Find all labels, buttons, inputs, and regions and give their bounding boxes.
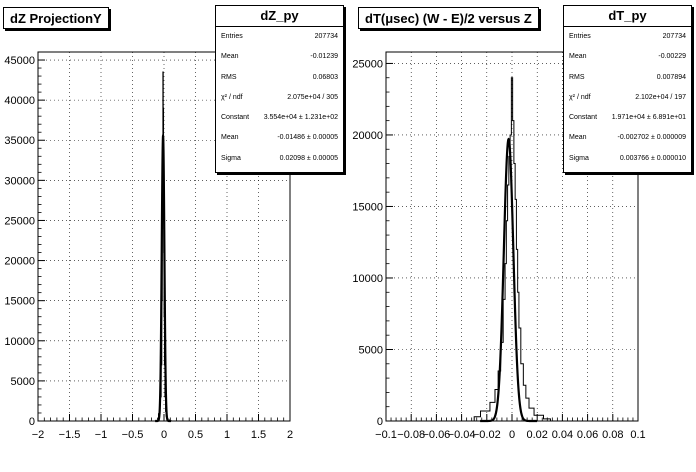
chart-title-left: dZ ProjectionY: [3, 7, 109, 29]
stats-label: Mean: [569, 53, 587, 61]
stats-label: RMS: [569, 73, 585, 81]
stats-row: Sigma 0.02098 ± 0.00005: [216, 149, 343, 169]
y-tick-label: 5000: [11, 376, 35, 388]
y-tick-label: 45000: [4, 55, 35, 67]
stats-title-left: dZ_py: [216, 6, 343, 27]
stats-row: Entries 207734: [216, 27, 343, 47]
pad-left: −2 −1.5 −1 −0.5 0 0.5 1 1.5 2 0 5000 10000 15000 2000…: [3, 5, 344, 441]
stats-label: Mean: [221, 134, 239, 142]
y-tick-label: 35000: [4, 135, 35, 147]
stats-value: -0.002702 ± 0.000009: [617, 134, 686, 142]
stats-row: Sigma 0.003766 ± 0.000010: [564, 149, 691, 169]
stats-row: Entries 207734: [564, 27, 691, 47]
stats-row: RMS 0.007894: [564, 68, 691, 88]
stats-row: Mean -0.002702 ± 0.000009: [564, 128, 691, 148]
stats-label: Mean: [569, 134, 587, 142]
y-tick-label: 15000: [352, 201, 383, 213]
stats-label: Entries: [569, 33, 591, 40]
stats-label: RMS: [221, 73, 237, 81]
stats-box-left: dZ_py Entries 207734 Mean -0.01239 RMS 0.0680…: [215, 5, 344, 173]
stats-value: 2.102e+04 / 197: [635, 93, 686, 101]
stats-value: 207734: [662, 33, 686, 40]
stats-row: Constant 1.971e+04 ± 6.891e+01: [564, 108, 691, 128]
y-tick-label: 0: [377, 416, 383, 428]
x-tick-label: 2: [287, 429, 293, 441]
stats-value: -0.01486 ± 0.00005: [277, 134, 338, 142]
histogram-bars: [473, 77, 551, 421]
x-tick-label: −0.5: [122, 429, 144, 441]
x-tick-label: −0.08: [397, 429, 425, 441]
stats-row: Mean -0.00229: [564, 47, 691, 67]
x-tick-label: −0.06: [422, 429, 450, 441]
stats-row: χ² / ndf 2.075e+04 / 305: [216, 88, 343, 108]
y-tick-label: 20000: [352, 130, 383, 142]
y-tick-label: 10000: [4, 336, 35, 348]
x-tick-label: −0.1: [375, 429, 397, 441]
y-tick-label: 30000: [4, 175, 35, 187]
stats-row: Mean -0.01486 ± 0.00005: [216, 128, 343, 148]
y-tick-label: 25000: [352, 58, 383, 70]
x-tick-label: −1.5: [59, 429, 81, 441]
histogram-left: −2 −1.5 −1 −0.5 0 0.5 1 1.5 2 0 5000 10000 15000 2000…: [4, 51, 293, 441]
x-tick-label: 0.5: [188, 429, 203, 441]
stats-label: Sigma: [221, 154, 241, 162]
stats-value: 1.971e+04 ± 6.891e+01: [611, 114, 686, 122]
stats-row: Mean -0.01239: [216, 47, 343, 67]
y-tick-label: 5000: [359, 344, 383, 356]
histogram-right: −0.1 −0.08−0.06−0.04−0.02 0 0.02 0.04 0.06 0.0…: [352, 51, 646, 441]
x-tick-label: −1: [95, 429, 108, 441]
stats-box-right: dT_py Entries 207734 Mean -0.00229 RMS 0.0078…: [563, 5, 692, 173]
pad-right: −0.1 −0.08 −0.06 −0.04 −0.02 0 0.02 0.04 0.06 0.0…: [348, 0, 696, 472]
stats-value: -0.00229: [658, 53, 686, 61]
x-tick-label: 0.06: [577, 429, 598, 441]
y-tick-label: 0: [29, 416, 35, 428]
stats-row: RMS 0.06803: [216, 68, 343, 88]
stats-label: Sigma: [569, 154, 589, 162]
y-tick-label: 40000: [4, 95, 35, 107]
y-tick-label: 20000: [4, 256, 35, 268]
stats-label: Entries: [221, 33, 243, 40]
chart-title-right: dT(μsec) (W - E)/2 versus Z: [358, 7, 539, 29]
stats-value: 207734: [314, 33, 338, 40]
x-tick-label: 0: [161, 429, 167, 441]
x-tick-label: 0.04: [552, 429, 573, 441]
stats-label: Mean: [221, 53, 239, 61]
stats-title-right: dT_py: [564, 6, 691, 27]
x-tick-label: 0.08: [602, 429, 623, 441]
y-tick-label: 25000: [4, 215, 35, 227]
x-tick-label: 1: [224, 429, 230, 441]
stats-label: Constant: [221, 114, 250, 122]
stats-value: 0.003766 ± 0.000010: [619, 154, 686, 162]
x-tick-label: −0.04: [448, 429, 476, 441]
axes: −2 −1.5 −1 −0.5 0 0.5 1 1.5 2 0 5000 10000 15000 2000…: [4, 51, 293, 441]
stats-value: 3.554e+04 ± 1.231e+02: [263, 114, 338, 122]
axes: −0.1 −0.08−0.06−0.04−0.02 0 0.02 0.04 0.06 0.0…: [352, 58, 645, 441]
stats-value: 0.06803: [312, 73, 338, 81]
stats-value: 0.02098 ± 0.00005: [279, 154, 338, 162]
stats-value: 0.007894: [656, 73, 686, 81]
stats-row: χ² / ndf 2.102e+04 / 197: [564, 88, 691, 108]
gaussian-fit-curve: [155, 132, 171, 423]
stats-label: χ² / ndf: [569, 93, 591, 101]
x-tick-label: −0.02: [473, 429, 501, 441]
x-tick-label: 0: [509, 429, 515, 441]
gaussian-fit-curve: [480, 137, 538, 423]
x-tick-label: 0.02: [526, 429, 547, 441]
stats-row: Constant 3.554e+04 ± 1.231e+02: [216, 108, 343, 128]
stats-label: χ² / ndf: [221, 93, 243, 101]
stats-value: -0.01239: [310, 53, 338, 61]
stats-value: 2.075e+04 / 305: [287, 93, 338, 101]
y-tick-label: 10000: [352, 273, 383, 285]
stats-label: Constant: [569, 114, 598, 122]
x-tick-label: 1.5: [251, 429, 266, 441]
y-tick-label: 15000: [4, 296, 35, 308]
x-tick-label: −2: [32, 429, 45, 441]
x-tick-label: 0.1: [630, 429, 645, 441]
